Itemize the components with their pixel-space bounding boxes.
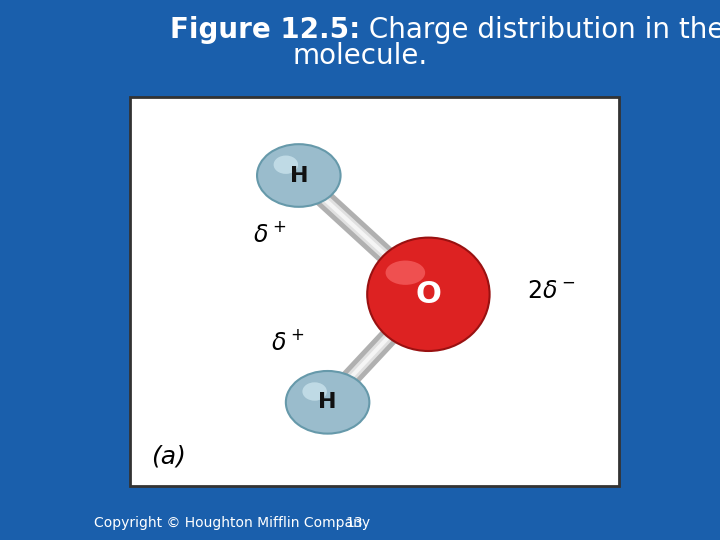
- FancyBboxPatch shape: [130, 97, 619, 486]
- Text: 13: 13: [346, 516, 363, 530]
- Circle shape: [257, 144, 341, 207]
- Text: Copyright © Houghton Mifflin Company: Copyright © Houghton Mifflin Company: [94, 516, 370, 530]
- Text: Figure 12.5:: Figure 12.5:: [170, 16, 360, 44]
- Text: $\delta^+$: $\delta^+$: [253, 222, 287, 247]
- Circle shape: [286, 371, 369, 434]
- Text: (a): (a): [151, 445, 186, 469]
- Ellipse shape: [386, 261, 425, 285]
- Text: $2\delta^-$: $2\delta^-$: [526, 280, 575, 303]
- Circle shape: [302, 382, 327, 401]
- Text: O: O: [415, 280, 441, 309]
- Text: H: H: [289, 165, 308, 186]
- Ellipse shape: [367, 238, 490, 351]
- Text: Charge distribution in the water: Charge distribution in the water: [360, 16, 720, 44]
- Text: H: H: [318, 392, 337, 413]
- Circle shape: [274, 156, 298, 174]
- Text: molecule.: molecule.: [292, 42, 428, 70]
- Text: $\delta^+$: $\delta^+$: [271, 330, 305, 355]
